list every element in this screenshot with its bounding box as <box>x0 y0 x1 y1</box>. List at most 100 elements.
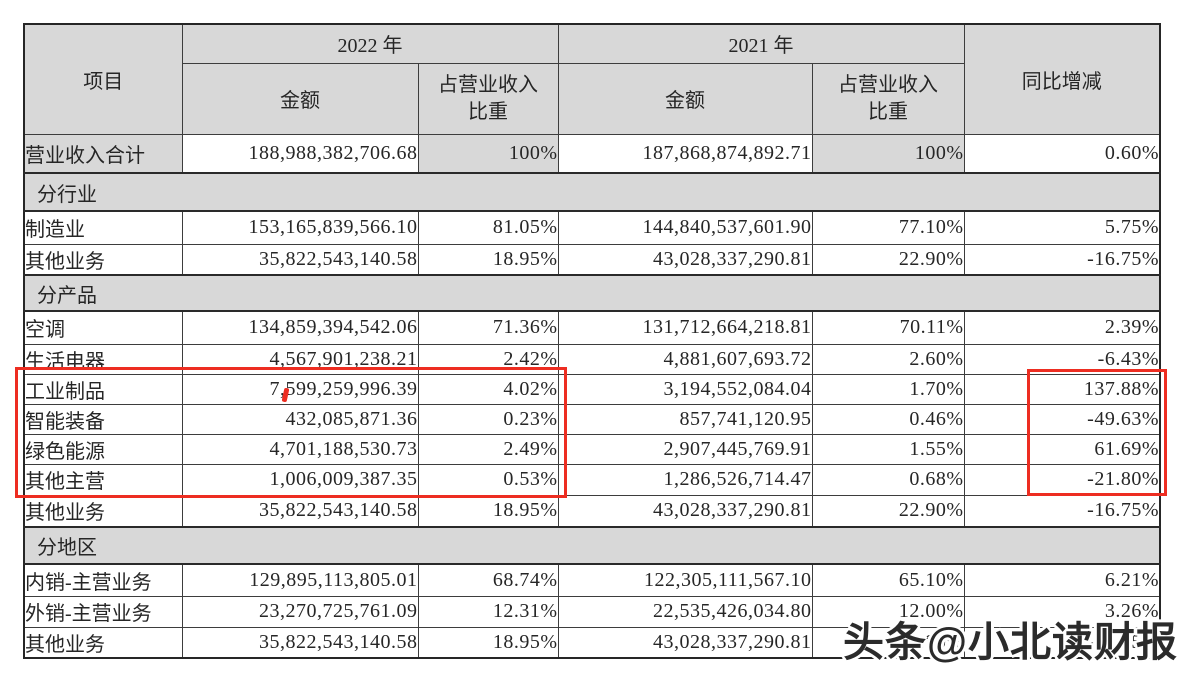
cell-amount-2021: 3,194,552,084.04 <box>557 373 813 405</box>
cell-amount-2022: 23,270,725,761.09 <box>181 595 419 628</box>
cell-amount-2021: 187,868,874,892.71 <box>557 133 813 174</box>
header-row-years: 项目 2022 年 2021 年 同比增减 <box>23 23 1161 135</box>
cell-share-2021: 0.46% <box>811 403 965 435</box>
cell-amount-2022: 35,822,543,140.58 <box>181 243 419 276</box>
cell-amount-2022: 129,895,113,805.01 <box>181 563 419 597</box>
cell-share-2021: 22.90% <box>811 243 965 276</box>
header-share-2022-line2: 比重 <box>468 100 508 123</box>
cell-share-2022: 18.95% <box>417 494 559 528</box>
cell-share-2022: 81.05% <box>417 210 559 245</box>
cell-amount-2022: 188,988,382,706.68 <box>181 133 419 174</box>
cell-yoy: -21.80% <box>963 463 1161 496</box>
header-share-2021-line2: 比重 <box>868 100 908 123</box>
cell-amount-2021: 122,305,111,567.10 <box>557 563 813 597</box>
header-share-2022: 占营业收入 比重 <box>417 62 559 135</box>
cell-share-2021: 100% <box>811 133 965 174</box>
cell-share-2022: 18.95% <box>417 626 559 658</box>
cell-share-2022: 12.31% <box>417 595 559 628</box>
cell-item: 空调 <box>23 310 183 345</box>
cell-amount-2022: 134,859,394,542.06 <box>181 310 419 345</box>
cell-share-2021: 0.68% <box>811 463 965 496</box>
cell-item: 其他业务 <box>23 494 183 528</box>
table-row: 智能装备 432,085,871.36 0.23% 857,741,120.95 0.4… <box>23 403 1161 435</box>
table-row: 制造业 153,165,839,566.10 81.05% 144,840,537,6… <box>23 210 1161 245</box>
cell-amount-2022: 35,822,543,140.58 <box>181 494 419 528</box>
cell-amount-2021: 4,881,607,693.72 <box>557 343 813 375</box>
section-row: 分地区 <box>23 526 1161 565</box>
cell-yoy: -16.75% <box>963 243 1161 276</box>
header-amount-2022: 金额 <box>181 62 419 135</box>
cell-share-2022: 100% <box>417 133 559 174</box>
cell-amount-2021: 131,712,664,218.81 <box>557 310 813 345</box>
table-row: 其他业务 35,822,543,140.58 18.95% 43,028,337,29… <box>23 494 1161 528</box>
cell-item: 制造业 <box>23 210 183 245</box>
cell-item: 营业收入合计 <box>23 133 183 174</box>
table-row: 空调 134,859,394,542.06 71.36% 131,712,664,21… <box>23 310 1161 345</box>
cell-share-2021: 2.60% <box>811 343 965 375</box>
cell-share-2021: 22.90% <box>811 494 965 528</box>
table-row: 工业制品 7,599,259,996.39 4.02% 3,194,552,084.0… <box>23 373 1161 405</box>
section-label: 分行业 <box>23 172 1161 212</box>
header-amount-2021: 金额 <box>557 62 813 135</box>
cell-share-2022: 0.53% <box>417 463 559 496</box>
cell-yoy: 5.75% <box>963 210 1161 245</box>
header-share-2022-line1: 占营业收入 <box>438 73 538 96</box>
cell-amount-2021: 857,741,120.95 <box>557 403 813 435</box>
cell-item: 其他主营 <box>23 463 183 496</box>
cell-share-2022: 2.42% <box>417 343 559 375</box>
cell-amount-2021: 144,840,537,601.90 <box>557 210 813 245</box>
cell-amount-2022: 153,165,839,566.10 <box>181 210 419 245</box>
cell-item: 绿色能源 <box>23 433 183 465</box>
cell-share-2021: 22.90% <box>811 626 965 658</box>
table-body: 营业收入合计 188,988,382,706.68 100% 187,868,874,… <box>23 133 1161 658</box>
cell-amount-2022: 7,599,259,996.39 <box>181 373 419 405</box>
cell-share-2022: 71.36% <box>417 310 559 345</box>
section-row: 分行业 <box>23 172 1161 212</box>
cell-share-2022: 2.49% <box>417 433 559 465</box>
table-row: 营业收入合计 188,988,382,706.68 100% 187,868,874,… <box>23 133 1161 174</box>
cell-item: 工业制品 <box>23 373 183 405</box>
cell-share-2021: 1.55% <box>811 433 965 465</box>
table-row: 生活电器 4,567,901,238.21 2.42% 4,881,607,693.7… <box>23 343 1161 375</box>
cell-yoy: -16.75% <box>963 494 1161 528</box>
header-row-metrics: 金额 占营业收入 比重 金额 占营业收入 比重 <box>24 62 1160 135</box>
cell-yoy: 61.69% <box>963 433 1161 465</box>
cell-item: 外销-主营业务 <box>23 595 183 628</box>
header-share-2021: 占营业收入 比重 <box>811 62 965 135</box>
cell-item: 其他业务 <box>23 243 183 276</box>
table-row: 内销-主营业务 129,895,113,805.01 68.74% 122,305,1… <box>23 563 1161 597</box>
header-share-2021-line1: 占营业收入 <box>838 73 938 96</box>
cell-amount-2022: 432,085,871.36 <box>181 403 419 435</box>
cell-yoy: -16.75% <box>963 626 1161 658</box>
cell-share-2022: 68.74% <box>417 563 559 597</box>
cell-yoy: 0.60% <box>963 133 1161 174</box>
header-year-2022: 2022 年 <box>181 23 559 64</box>
section-label: 分地区 <box>23 526 1161 565</box>
cell-amount-2021: 43,028,337,290.81 <box>557 626 813 658</box>
cell-item: 生活电器 <box>23 343 183 375</box>
cell-amount-2022: 4,567,901,238.21 <box>181 343 419 375</box>
cell-yoy: 3.26% <box>963 595 1161 628</box>
header-yoy: 同比增减 <box>963 23 1161 135</box>
cell-share-2022: 0.23% <box>417 403 559 435</box>
cell-amount-2022: 1,006,009,387.35 <box>181 463 419 496</box>
cell-share-2022: 4.02% <box>417 373 559 405</box>
cell-share-2021: 70.11% <box>811 310 965 345</box>
cell-share-2021: 12.00% <box>811 595 965 628</box>
cell-amount-2022: 4,701,188,530.73 <box>181 433 419 465</box>
header-year-2021: 2021 年 <box>557 23 965 64</box>
cell-yoy: 2.39% <box>963 310 1161 345</box>
revenue-breakdown-table: 项目 2022 年 2021 年 同比增减 金额 占营业收入 比重 金额 占营业… <box>23 23 1161 659</box>
table-row: 其他业务 35,822,543,140.58 18.95% 43,028,337,29… <box>23 243 1161 276</box>
header-item: 项目 <box>23 23 183 135</box>
table-row: 其他主营 1,006,009,387.35 0.53% 1,286,526,714.4… <box>23 463 1161 496</box>
cell-share-2021: 1.70% <box>811 373 965 405</box>
cell-item: 内销-主营业务 <box>23 563 183 597</box>
table-row: 其他业务 35,822,543,140.58 18.95% 43,028,337,29… <box>23 626 1161 658</box>
cell-share-2021: 77.10% <box>811 210 965 245</box>
table-row: 绿色能源 4,701,188,530.73 2.49% 2,907,445,769.9… <box>23 433 1161 465</box>
cell-yoy: 137.88% <box>963 373 1161 405</box>
section-row: 分产品 <box>23 274 1161 312</box>
table-row: 外销-主营业务 23,270,725,761.09 12.31% 22,535,426… <box>23 595 1161 628</box>
